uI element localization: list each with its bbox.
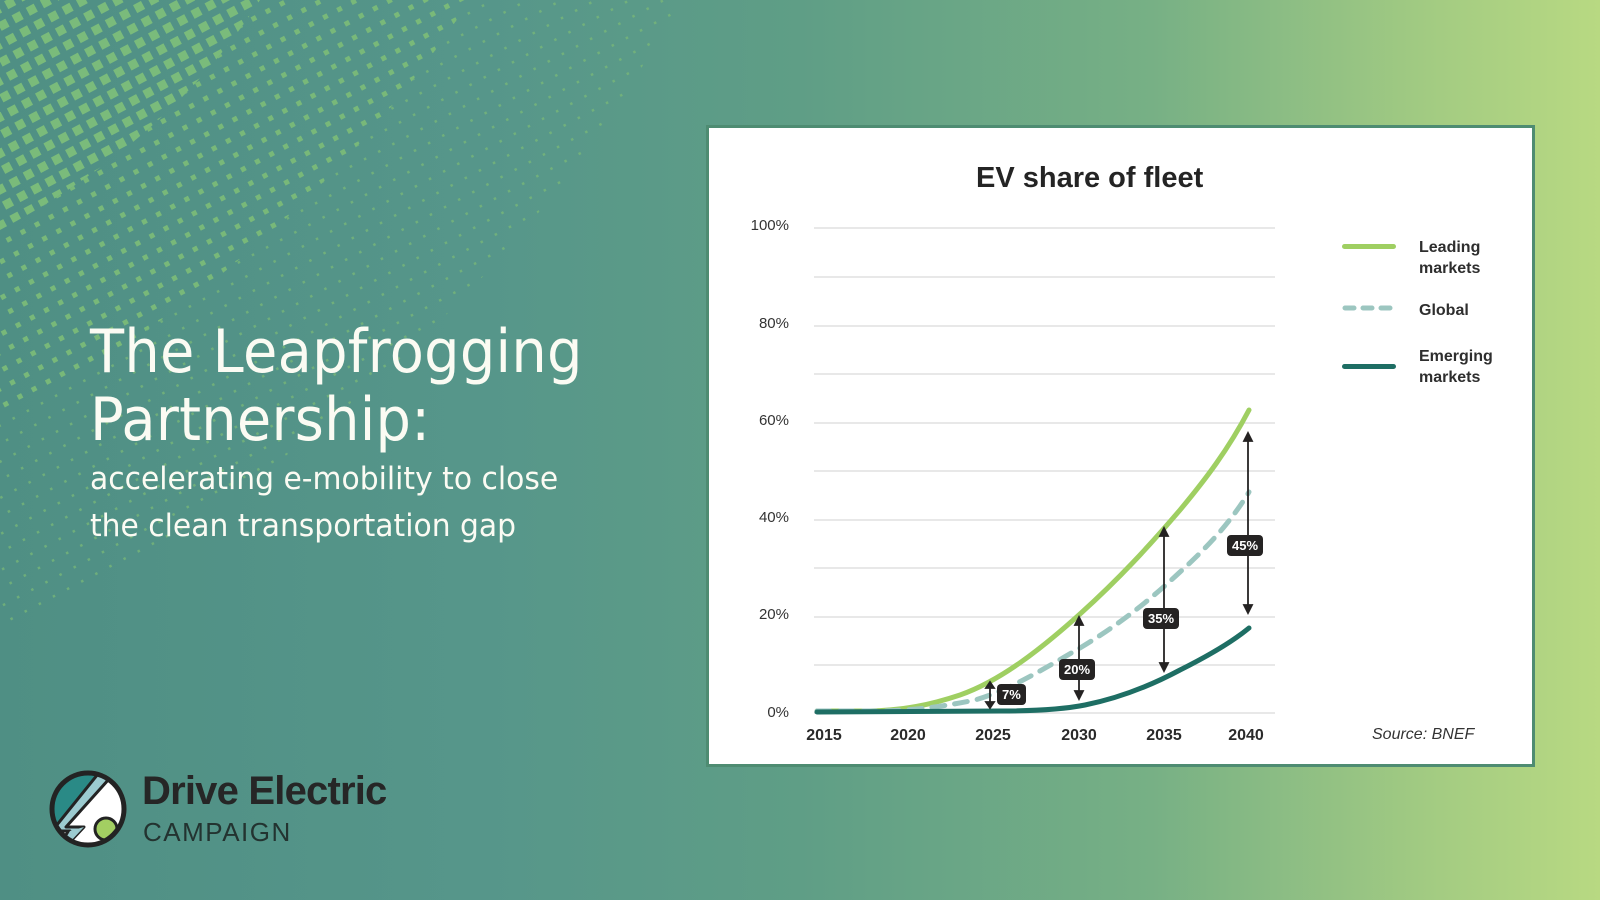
title-block: The Leapfrogging Partnership: accelerati… [90,318,620,550]
chart-title: EV share of fleet [976,162,1204,194]
slide-title-line2: Partnership: [90,385,431,455]
slide-title-line1: The Leapfrogging [90,317,583,387]
legend-label-global: Global [1419,302,1469,319]
y-tick-40: 40% [758,509,789,526]
x-tick-2040: 2040 [1228,727,1264,744]
series-emerging-markets [814,625,1252,715]
y-tick-100: 100% [750,217,789,234]
lightning-plug-icon [49,770,127,848]
series-leading-markets [814,407,1252,714]
x-tick-2015: 2015 [806,727,842,744]
gap-arrows [984,430,1254,710]
gridlines [814,227,1275,714]
x-tick-2020: 2020 [890,727,926,744]
gap-callout-2040: 45% [1227,535,1264,556]
drive-electric-logo: Drive Electric CAMPAIGN [48,769,438,849]
legend-line-emerging [1342,364,1396,369]
logo-subtitle: CAMPAIGN [143,817,292,847]
chart-card: EV share of fleet 100% 80% 60% 40% 20% 0… [706,125,1535,767]
gap-callout-2035: 35% [1143,608,1180,629]
gap-callout-2025: 7% [997,684,1026,705]
x-tick-2025: 2025 [975,727,1011,744]
y-tick-20: 20% [758,606,789,623]
slide-subtitle-line2: the clean transportation gap [90,508,517,544]
gap-callout-2030: 20% [1059,659,1096,680]
y-tick-0: 0% [767,704,789,721]
x-tick-2035: 2035 [1146,727,1182,744]
legend-line-global [1342,305,1398,311]
slide-subtitle-line1: accelerating e-mobility to close [90,461,559,497]
chart-source: Source: BNEF [1372,726,1475,743]
legend-label-emerging: Emerging markets [1419,348,1493,386]
legend-label-leading: Leading markets [1419,239,1481,277]
x-tick-2030: 2030 [1061,727,1097,744]
y-tick-60: 60% [758,412,789,429]
series-global [814,489,1252,714]
y-tick-80: 80% [758,315,789,332]
legend-line-leading [1342,244,1396,249]
logo-name: Drive Electric [142,769,387,813]
